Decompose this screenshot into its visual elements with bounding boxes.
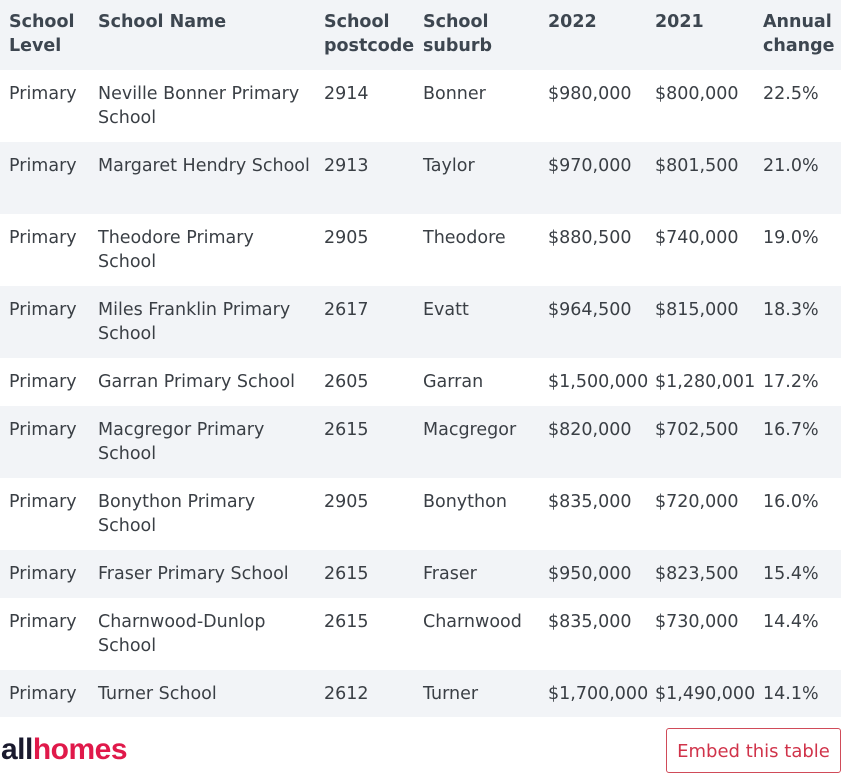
cell-2021: $1,490,000 (646, 670, 755, 717)
cell-suburb: Macgregor (414, 406, 539, 478)
cell-2021: $800,000 (646, 70, 754, 142)
table-row: Primary Neville Bonner Primary School 29… (0, 70, 841, 142)
table-row: Primary Turner School 2612 Turner $1,700… (0, 670, 841, 717)
table-row: Primary Margaret Hendry School 2913 Tayl… (0, 142, 841, 214)
cell-change: 14.4% (754, 598, 841, 670)
cell-school-name: Charnwood-Dunlop School (89, 598, 315, 670)
cell-level: Primary (0, 70, 89, 142)
school-price-table: School Level School Name School postcode… (0, 0, 841, 717)
cell-school-name: Miles Franklin Primary School (89, 286, 315, 358)
cell-postcode: 2617 (315, 286, 414, 358)
cell-level: Primary (0, 670, 89, 717)
cell-suburb: Charnwood (414, 598, 539, 670)
logo-text-homes: homes (32, 733, 128, 766)
cell-postcode: 2615 (315, 550, 414, 598)
cell-school-name: Neville Bonner Primary School (89, 70, 315, 142)
cell-suburb: Bonner (414, 70, 539, 142)
table-row: Primary Macgregor Primary School 2615 Ma… (0, 406, 841, 478)
table-row: Primary Theodore Primary School 2905 The… (0, 214, 841, 286)
embed-table-button[interactable]: Embed this table (666, 728, 841, 773)
cell-2021: $740,000 (646, 214, 754, 286)
cell-postcode: 2914 (315, 70, 414, 142)
header-2022[interactable]: 2022 (539, 0, 646, 70)
cell-2022: $980,000 (539, 70, 646, 142)
cell-postcode: 2615 (315, 598, 414, 670)
data-table-container: School Level School Name School postcode… (0, 0, 841, 717)
cell-change: 19.0% (754, 214, 841, 286)
allhomes-logo[interactable]: allhomes (1, 733, 128, 766)
cell-2022: $880,500 (539, 214, 646, 286)
cell-change: 22.5% (754, 70, 841, 142)
cell-2022: $1,700,000 (539, 670, 648, 717)
cell-2022: $964,500 (539, 286, 646, 358)
header-school-level[interactable]: School Level (0, 0, 89, 70)
cell-change: 14.1% (754, 670, 841, 717)
table-row: Primary Fraser Primary School 2615 Frase… (0, 550, 841, 598)
cell-postcode: 2612 (315, 670, 414, 717)
cell-level: Primary (0, 358, 89, 406)
cell-postcode: 2605 (315, 358, 414, 406)
cell-school-name: Garran Primary School (89, 358, 315, 406)
cell-suburb: Taylor (414, 142, 539, 214)
cell-school-name: Turner School (89, 670, 315, 717)
cell-change: 16.7% (754, 406, 841, 478)
cell-2021: $702,500 (646, 406, 754, 478)
cell-change: 16.0% (754, 478, 841, 550)
cell-suburb: Theodore (414, 214, 539, 286)
cell-suburb: Evatt (414, 286, 539, 358)
cell-change: 21.0% (754, 142, 841, 214)
cell-school-name: Fraser Primary School (89, 550, 315, 598)
cell-suburb: Turner (414, 670, 539, 717)
cell-school-name: Bonython Primary School (89, 478, 315, 550)
header-school-name[interactable]: School Name (89, 0, 315, 70)
cell-2021: $823,500 (646, 550, 754, 598)
table-row: Primary Garran Primary School 2605 Garra… (0, 358, 841, 406)
cell-level: Primary (0, 598, 89, 670)
cell-level: Primary (0, 286, 89, 358)
header-school-suburb[interactable]: School suburb (414, 0, 539, 70)
cell-change: 17.2% (754, 358, 841, 406)
cell-2021: $720,000 (646, 478, 754, 550)
header-annual-change[interactable]: Annual change (754, 0, 841, 70)
cell-level: Primary (0, 214, 89, 286)
cell-2022: $835,000 (539, 478, 646, 550)
cell-postcode: 2905 (315, 214, 414, 286)
cell-school-name: Margaret Hendry School (89, 142, 315, 214)
header-2021[interactable]: 2021 (646, 0, 754, 70)
cell-2022: $835,000 (539, 598, 646, 670)
cell-postcode: 2615 (315, 406, 414, 478)
cell-2022: $1,500,000 (539, 358, 648, 406)
cell-2021: $815,000 (646, 286, 754, 358)
cell-2021: $801,500 (646, 142, 754, 214)
cell-postcode: 2905 (315, 478, 414, 550)
cell-2022: $970,000 (539, 142, 646, 214)
cell-level: Primary (0, 550, 89, 598)
cell-2021: $1,280,001 (646, 358, 755, 406)
cell-suburb: Garran (414, 358, 539, 406)
cell-level: Primary (0, 142, 89, 214)
cell-level: Primary (0, 406, 89, 478)
header-school-postcode[interactable]: School postcode (315, 0, 414, 70)
table-row: Primary Charnwood-Dunlop School 2615 Cha… (0, 598, 841, 670)
cell-2022: $820,000 (539, 406, 646, 478)
cell-change: 15.4% (754, 550, 841, 598)
table-row: Primary Bonython Primary School 2905 Bon… (0, 478, 841, 550)
cell-suburb: Bonython (414, 478, 539, 550)
cell-2022: $950,000 (539, 550, 646, 598)
logo-text-all: all (1, 733, 33, 766)
cell-school-name: Macgregor Primary School (89, 406, 315, 478)
cell-suburb: Fraser (414, 550, 539, 598)
cell-postcode: 2913 (315, 142, 414, 214)
cell-level: Primary (0, 478, 89, 550)
cell-2021: $730,000 (646, 598, 754, 670)
table-row: Primary Miles Franklin Primary School 26… (0, 286, 841, 358)
cell-change: 18.3% (754, 286, 841, 358)
cell-school-name: Theodore Primary School (89, 214, 315, 286)
table-header-row: School Level School Name School postcode… (0, 0, 841, 70)
